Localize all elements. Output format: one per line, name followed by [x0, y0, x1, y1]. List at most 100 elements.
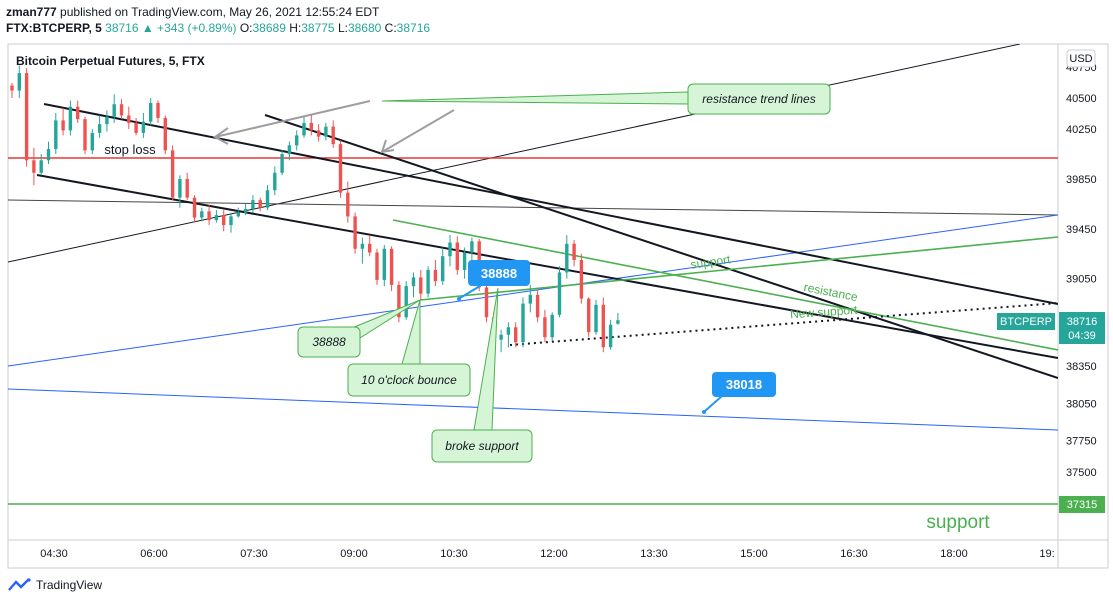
candle[interactable]	[24, 68, 29, 167]
candle[interactable]	[557, 266, 562, 318]
candle[interactable]	[185, 172, 189, 201]
blue-trend-upper[interactable]	[8, 214, 1058, 367]
price-axis[interactable]: 4075040500402503985039450390503865038350…	[1066, 62, 1097, 510]
candle[interactable]	[426, 266, 430, 298]
candle[interactable]	[506, 322, 511, 348]
green-resistance-line[interactable]	[392, 219, 1058, 351]
candle[interactable]	[214, 210, 219, 223]
candle[interactable]	[141, 112, 146, 138]
trend-line-thin-ascending[interactable]	[8, 44, 1021, 263]
candle[interactable]	[368, 235, 372, 257]
candle[interactable]	[105, 110, 109, 132]
candle[interactable]	[54, 112, 58, 155]
candle[interactable]	[236, 207, 240, 218]
green-support-line[interactable]	[419, 236, 1058, 301]
footer-brand-text[interactable]: TradingView	[36, 578, 103, 592]
candle[interactable]	[170, 145, 175, 201]
candle[interactable]	[579, 253, 584, 304]
candle[interactable]	[61, 107, 65, 136]
candle[interactable]	[528, 284, 532, 313]
candle[interactable]	[404, 281, 408, 320]
candle[interactable]	[83, 116, 87, 155]
publisher-name[interactable]: zman777	[6, 5, 57, 19]
candle[interactable]	[455, 236, 459, 275]
candle[interactable]	[258, 197, 262, 212]
candle[interactable]	[550, 312, 554, 341]
candle[interactable]	[295, 130, 299, 151]
candle[interactable]	[397, 281, 401, 323]
candle[interactable]	[178, 175, 182, 208]
candle[interactable]	[616, 312, 620, 325]
candle[interactable]	[441, 247, 445, 285]
candle[interactable]	[535, 289, 540, 323]
callout-resistance-box[interactable]	[687, 83, 831, 115]
candle[interactable]	[265, 185, 270, 211]
time-axis[interactable]: 04:30 06:00 07:30 09:00 10:30 12:00 13:30 15:00…	[40, 548, 1054, 560]
candle[interactable]	[68, 100, 73, 136]
candle[interactable]	[163, 115, 167, 155]
candle[interactable]	[90, 129, 94, 155]
candle[interactable]	[127, 106, 131, 130]
candle[interactable]	[499, 329, 503, 353]
lower-trend-line[interactable]	[36, 174, 1058, 359]
candle[interactable]	[543, 309, 547, 343]
candle[interactable]	[601, 297, 605, 353]
candle[interactable]	[375, 248, 379, 285]
candle[interactable]	[514, 322, 518, 348]
callout-38888-box[interactable]	[297, 326, 361, 358]
candle[interactable]	[433, 259, 438, 287]
tradingview-logo-icon[interactable]	[8, 578, 32, 592]
last-price-tag-box[interactable]	[1059, 312, 1105, 344]
candle[interactable]	[565, 235, 569, 279]
candle[interactable]	[302, 116, 306, 138]
symbol-tag-box[interactable]	[997, 313, 1055, 330]
candle[interactable]	[484, 284, 489, 323]
support-price-tag-box[interactable]	[1059, 496, 1105, 513]
candle[interactable]	[587, 297, 591, 338]
currency-badge[interactable]	[1066, 49, 1096, 68]
candle[interactable]	[192, 195, 197, 223]
candle[interactable]	[273, 166, 277, 196]
candle[interactable]	[207, 205, 211, 226]
candle[interactable]	[39, 154, 43, 176]
trend-line-gray-horizontal[interactable]	[8, 199, 1058, 216]
candle[interactable]	[572, 240, 576, 267]
candle[interactable]	[156, 100, 160, 123]
candle[interactable]	[338, 140, 343, 198]
candle[interactable]	[316, 124, 321, 142]
candle[interactable]	[251, 195, 255, 213]
candle[interactable]	[280, 150, 284, 176]
candle[interactable]	[382, 245, 386, 287]
candle[interactable]	[243, 203, 248, 216]
candle[interactable]	[17, 65, 21, 98]
candle[interactable]	[222, 210, 226, 232]
callout-bounce-box[interactable]	[347, 363, 471, 397]
candle[interactable]	[112, 94, 116, 123]
candle[interactable]	[309, 115, 313, 136]
candle[interactable]	[470, 237, 474, 263]
candle[interactable]	[353, 212, 357, 254]
candle[interactable]	[346, 181, 350, 223]
candle[interactable]	[389, 246, 394, 292]
candle[interactable]	[119, 99, 124, 120]
price-note-38018-box[interactable]	[712, 372, 776, 397]
candle[interactable]	[46, 141, 51, 165]
candle[interactable]	[594, 299, 598, 335]
blue-trend-lower[interactable]	[8, 388, 1058, 431]
candle[interactable]	[149, 98, 153, 126]
candle[interactable]	[97, 115, 102, 138]
candle[interactable]	[200, 207, 204, 222]
candle[interactable]	[411, 272, 416, 298]
candle[interactable]	[462, 247, 467, 279]
price-note-38888-box[interactable]	[468, 260, 530, 286]
candle[interactable]	[324, 122, 328, 141]
candle[interactable]	[419, 269, 423, 300]
candle[interactable]	[229, 212, 233, 233]
candle[interactable]	[331, 120, 335, 148]
candle[interactable]	[448, 235, 452, 267]
candle[interactable]	[360, 237, 365, 264]
callout-broke-box[interactable]	[431, 429, 533, 463]
candle[interactable]	[287, 141, 292, 161]
resistance-line-1[interactable]	[43, 103, 1058, 305]
